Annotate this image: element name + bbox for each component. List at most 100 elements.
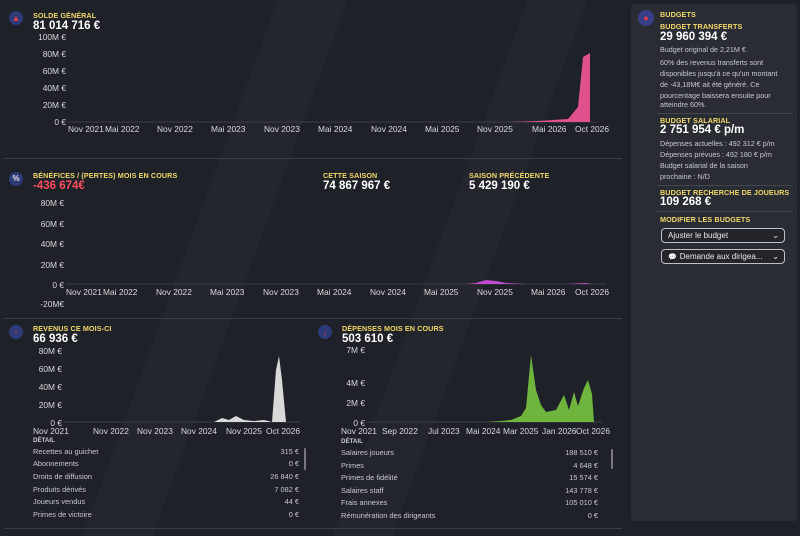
detail-value: 26 840 €: [270, 472, 299, 481]
y-tick: 40M €: [38, 382, 62, 392]
y-tick: 40M €: [40, 239, 64, 249]
detail-value: 44 €: [284, 497, 299, 506]
x-tick: Nov 2024: [370, 287, 406, 297]
depenses-scrollbar[interactable]: [611, 449, 613, 469]
x-tick: Nov 2022: [157, 124, 193, 134]
detail-label: Droits de diffusion: [33, 472, 93, 481]
x-tick: Mai 2023: [210, 287, 245, 297]
detail-value: 143 778 €: [565, 486, 598, 495]
demande-dirigeants-dropdown[interactable]: 💬 Demande aux dirigea... ⌄: [661, 249, 785, 264]
bank-icon: ▲: [9, 11, 23, 25]
solde-area: [68, 53, 590, 122]
x-tick: Nov 2021: [33, 426, 69, 436]
detail-value: 105 010 €: [565, 498, 598, 507]
transferts-note: pourcentage baissera ensuite pour: [660, 91, 771, 100]
saison-value: 74 867 967 €: [323, 180, 391, 192]
revenus-scrollbar[interactable]: [304, 448, 306, 470]
y-tick: 2M €: [346, 398, 365, 408]
detail-label: Joueurs vendus: [33, 497, 86, 506]
detail-label: Primes: [341, 461, 364, 470]
y-tick: 0 €: [353, 418, 365, 428]
recherche-value: 109 268 €: [660, 196, 712, 208]
saison-precedente-value: 5 429 190 €: [469, 180, 530, 192]
revenus-value: 66 936 €: [33, 333, 78, 345]
transferts-original: Budget original de 2,21M €: [660, 45, 746, 54]
x-tick: Mai 2024: [317, 287, 352, 297]
x-tick: Sep 2022: [382, 426, 418, 436]
detail-value: 315 €: [280, 447, 300, 456]
x-tick: Oct 2026: [575, 287, 609, 297]
x-tick: Jul 2023: [428, 426, 460, 436]
x-tick: Mai 2025: [425, 124, 460, 134]
modifier-title: MODIFIER LES BUDGETS: [660, 215, 751, 224]
benefices-chart: [66, 280, 606, 285]
revenus-area: [64, 356, 286, 422]
detail-label: Primes de victoire: [33, 510, 92, 519]
divider: [4, 318, 622, 319]
y-tick: 40M €: [42, 83, 66, 93]
y-tick: 20M €: [38, 400, 62, 410]
detail-value: 4 648 €: [573, 461, 598, 470]
chevron-down-icon: ⌄: [772, 231, 779, 240]
y-tick: 80M €: [42, 49, 66, 59]
arrow-up-icon: ↑: [9, 325, 23, 339]
y-tick: 80M €: [40, 198, 64, 208]
y-tick: 4M €: [346, 378, 365, 388]
depenses-area: [366, 355, 594, 422]
salarial-saison: Budget salarial de la saison: [660, 161, 748, 170]
transferts-note: de -43,18M€ ait été généré. Ce: [660, 80, 760, 89]
depenses-chart: [366, 355, 602, 423]
detail-value: 0 €: [587, 511, 598, 520]
detail-value: 0 €: [288, 459, 299, 468]
x-tick: Mai 2023: [211, 124, 246, 134]
piggy-bank-icon: ●: [638, 10, 654, 26]
x-tick: Mai 2026: [531, 287, 566, 297]
detail-value: 188 510 €: [565, 448, 598, 457]
x-tick: Nov 2023: [137, 426, 173, 436]
detail-label: Salaires joueurs: [341, 448, 394, 457]
x-tick: Nov 2021: [68, 124, 104, 134]
y-tick: 60M €: [40, 219, 64, 229]
transferts-note: 60% des revenus transferts sont: [660, 58, 764, 67]
detail-label: Recettes au guichet: [33, 447, 99, 456]
x-tick: Nov 2025: [477, 287, 513, 297]
x-tick: Mai 2024: [318, 124, 353, 134]
revenus-title: REVENUS CE MOIS-CI: [33, 324, 112, 333]
divider: [657, 113, 793, 114]
x-tick: Mai 2022: [103, 287, 138, 297]
chat-icon: 💬: [668, 253, 677, 261]
x-tick: Mai 2026: [532, 124, 567, 134]
x-tick: Nov 2023: [263, 287, 299, 297]
balance-icon: %: [9, 172, 23, 186]
detail-label: Primes de fidélité: [341, 473, 398, 482]
benefices-area: [66, 280, 591, 284]
divider: [4, 528, 622, 529]
salarial-saison: prochaine : N/D: [660, 172, 710, 181]
transferts-value: 29 960 394 €: [660, 31, 728, 43]
divider: [657, 185, 793, 186]
solde-chart: [68, 53, 598, 123]
salarial-actuelles: Dépenses actuelles : 492 312 € p/m: [660, 139, 775, 148]
ajuster-budget-label: Ajuster le budget: [668, 231, 729, 240]
x-tick: Nov 2022: [93, 426, 129, 436]
x-tick: Nov 2024: [371, 124, 407, 134]
detail-value: 0 €: [288, 510, 299, 519]
revenus-chart: [64, 356, 300, 423]
x-tick: Nov 2024: [181, 426, 217, 436]
detail-label: Frais annexes: [341, 498, 388, 507]
depenses-value: 503 610 €: [342, 333, 394, 345]
x-tick: Nov 2025: [226, 426, 262, 436]
y-tick: 100M €: [38, 32, 66, 42]
x-tick: Nov 2025: [477, 124, 513, 134]
detail-label: Produits dérivés: [33, 485, 86, 494]
salarial-value: 2 751 954 € p/m: [660, 124, 745, 136]
x-tick: Mai 2022: [105, 124, 140, 134]
salarial-title: BUDGET SALARIAL: [660, 116, 731, 125]
x-tick: Oct 2026: [576, 426, 610, 436]
ajuster-budget-dropdown[interactable]: Ajuster le budget ⌄: [661, 228, 785, 243]
y-tick: 0 €: [54, 117, 66, 127]
demande-dirigeants-label: Demande aux dirigea...: [679, 252, 763, 261]
x-tick: Nov 2023: [264, 124, 300, 134]
solde-title: SOLDE GÉNÉRAL: [33, 11, 97, 20]
y-tick: 20M €: [42, 100, 66, 110]
